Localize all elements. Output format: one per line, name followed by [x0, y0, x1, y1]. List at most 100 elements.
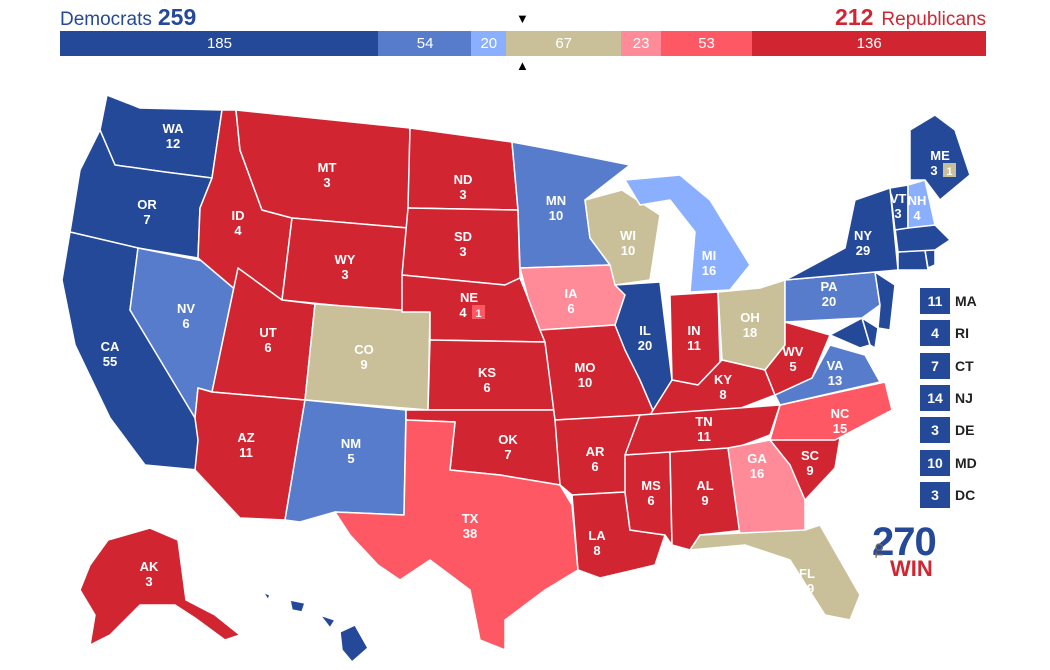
- state-ev-TX: 38: [463, 526, 477, 541]
- small-state-ev: 11: [920, 288, 950, 314]
- state-label-AK: AK: [140, 559, 159, 574]
- state-label-AZ: AZ: [237, 430, 254, 445]
- state-ev-WV: 5: [789, 359, 796, 374]
- republicans-label: Republicans: [881, 9, 986, 30]
- state-NM[interactable]: [284, 399, 407, 523]
- state-TN[interactable]: [624, 404, 781, 456]
- state-label-CO: CO: [354, 342, 374, 357]
- state-TX[interactable]: [334, 419, 579, 651]
- bar-segment: 23: [621, 31, 662, 56]
- democrats-ev: 259: [157, 4, 197, 30]
- state-ev-NE: 4: [459, 305, 467, 320]
- bar-segment: 54: [378, 31, 472, 56]
- state-label-NM: NM: [341, 436, 361, 451]
- state-label-MT: MT: [318, 160, 337, 175]
- state-ev-NC: 15: [833, 421, 847, 436]
- state-ev-LA: 8: [593, 543, 600, 558]
- state-label-SC: SC: [801, 448, 820, 463]
- district-box-NE[interactable]: [472, 305, 485, 319]
- state-GA[interactable]: [727, 439, 806, 536]
- small-state-abbr: DE: [955, 422, 975, 439]
- district-ev-NE: 1: [475, 308, 481, 320]
- state-ev-UT: 6: [264, 340, 271, 355]
- state-ev-HI: 4: [318, 648, 326, 663]
- state-label-IL: IL: [639, 323, 651, 338]
- state-ev-ME: 3: [930, 163, 937, 178]
- district-ev-ME: 1: [946, 166, 952, 178]
- logo-to: TO: [874, 542, 886, 558]
- state-ev-ND: 3: [459, 187, 466, 202]
- electoral-vote-bar: 185 54 20 67 23 53 136: [60, 31, 987, 56]
- state-ev-MI: 16: [702, 263, 716, 278]
- small-state-abbr: CT: [955, 357, 974, 374]
- small-state-abbr: MA: [955, 293, 977, 309]
- state-label-WI: WI: [620, 228, 636, 243]
- state-AK[interactable]: [79, 527, 241, 646]
- logo-number: 270: [872, 520, 937, 564]
- state-label-NH: NH: [908, 193, 927, 208]
- state-label-TX: TX: [462, 511, 479, 526]
- small-state-ev: 14: [920, 384, 950, 411]
- small-state-ev: 4: [920, 320, 950, 347]
- state-ev-WA: 12: [166, 136, 180, 151]
- state-label-UT: UT: [259, 325, 276, 340]
- state-FL[interactable]: [689, 524, 861, 621]
- state-ev-NM: 5: [347, 451, 354, 466]
- 270towin-logo: 270 TO WIN: [872, 520, 952, 582]
- state-NH[interactable]: [907, 179, 936, 229]
- state-CT[interactable]: [897, 249, 929, 271]
- state-NJ[interactable]: [874, 271, 896, 331]
- majority-marker-bottom-icon: ▲: [516, 58, 529, 73]
- small-state-abbr: RI: [955, 325, 969, 342]
- state-label-WA: WA: [163, 121, 185, 136]
- state-label-WY: WY: [335, 252, 356, 267]
- state-MI[interactable]: [624, 174, 751, 293]
- state-label-CA: CA: [101, 339, 120, 354]
- state-label-NV: NV: [177, 301, 195, 316]
- district-box-ME[interactable]: [943, 163, 956, 177]
- small-state-ev: 3: [920, 481, 950, 508]
- state-label-MI: MI: [702, 248, 716, 263]
- state-ev-PA: 20: [822, 294, 836, 309]
- state-ME[interactable]: [909, 114, 971, 201]
- state-label-VA: VA: [826, 358, 844, 373]
- republicans-ev: 212: [835, 4, 874, 30]
- state-ev-GA: 16: [750, 466, 764, 481]
- state-NC[interactable]: [769, 381, 893, 441]
- bar-segment: 53: [660, 31, 753, 56]
- logo-win: WIN: [890, 556, 933, 581]
- state-label-FL: FL: [799, 566, 815, 581]
- state-ev-MO: 10: [578, 375, 592, 390]
- state-label-NE: NE: [460, 290, 478, 305]
- state-WI[interactable]: [584, 189, 661, 286]
- state-ev-OH: 18: [743, 325, 757, 340]
- state-ev-TN: 11: [697, 429, 711, 444]
- state-label-ID: ID: [232, 208, 245, 223]
- state-ev-WI: 10: [621, 243, 635, 258]
- state-label-TN: TN: [695, 414, 712, 429]
- state-ev-NV: 6: [182, 316, 189, 331]
- majority-marker-top-icon: ▼: [516, 11, 529, 26]
- state-label-VT: VT: [890, 191, 907, 206]
- state-ev-NH: 4: [913, 208, 921, 223]
- state-NY[interactable]: [784, 187, 899, 281]
- state-label-MN: MN: [546, 193, 566, 208]
- state-label-LA: LA: [588, 528, 606, 543]
- small-state-ev: 10: [920, 449, 950, 476]
- small-state-abbr: NJ: [955, 389, 973, 406]
- state-HI[interactable]: [262, 591, 369, 663]
- state-ev-FL: 29: [800, 581, 814, 596]
- bar-segment: 67: [505, 31, 622, 56]
- state-DE[interactable]: [861, 317, 879, 349]
- state-ev-SD: 3: [459, 244, 466, 259]
- small-state-ev: 3: [920, 417, 950, 444]
- state-label-MO: MO: [575, 360, 596, 375]
- state-IL[interactable]: [614, 281, 673, 416]
- state-label-ME: ME: [930, 148, 950, 163]
- state-label-PA: PA: [820, 279, 838, 294]
- state-label-SD: SD: [454, 229, 472, 244]
- state-ev-ID: 4: [234, 223, 242, 238]
- state-label-OK: OK: [498, 432, 518, 447]
- state-ev-OR: 7: [143, 212, 150, 227]
